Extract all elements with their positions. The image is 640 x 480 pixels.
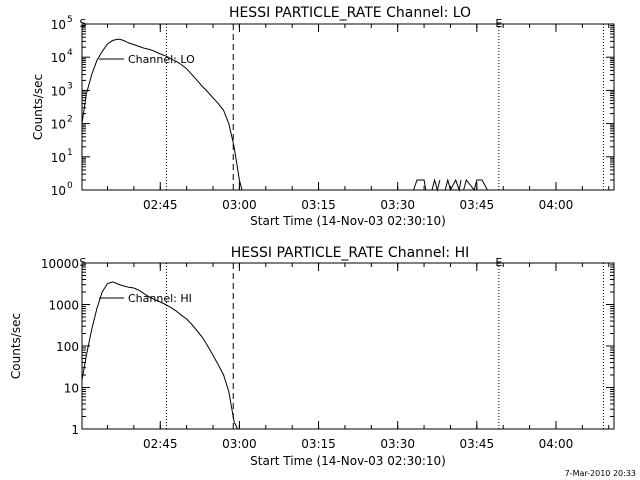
lo-ytick-exponent: 4 [67,48,73,58]
hi-ytick-label: 10 [64,382,79,396]
hi-plot-frame [81,262,615,430]
hi-ytick-label: 100 [56,340,79,354]
hi-xtick-label: 03:15 [301,437,336,451]
lo-legend: Channel: LO [99,53,195,66]
hi-y-axis-label: Counts/sec [9,313,23,379]
lo-ytick-exponent: 0 [67,181,73,191]
lo-x-axis-label: Start Time (14-Nov-03 02:30:10) [250,214,446,228]
hi-ytick-label: 1000 [48,299,79,313]
hi-xtick-label: 03:45 [460,437,495,451]
lo-xtick-label: 03:15 [301,198,336,212]
lo-ytick-exponent: 1 [67,148,73,158]
footer-timestamp: 7-Mar-2010 20:33 [565,469,636,478]
lo-ytick-label: 10 [51,118,66,132]
lo-series-blip [444,178,462,192]
hi-chart-title: HESSI PARTICLE_RATE Channel: HI [231,245,469,261]
lo-series-blip [463,178,488,192]
lo-xtick-label: 04:00 [539,198,574,212]
hi-ytick-label: 10000 [41,257,79,271]
hi-marker-letter: S [79,256,86,269]
lo-chart-panel: HESSI PARTICLE_RATE Channel: LO Counts/s… [31,5,615,228]
lo-marker-letter: S [79,17,86,30]
hi-chart-panel: HESSI PARTICLE_RATE Channel: HI Counts/s… [9,245,615,468]
lo-legend-label: Channel: LO [128,53,195,66]
lo-ytick-label: 10 [51,18,66,32]
hi-ytick-label: 1 [71,423,79,437]
hi-xtick-label: 02:45 [143,437,178,451]
hi-xtick-label: 03:30 [380,437,415,451]
lo-ytick-label: 10 [51,184,66,198]
lo-xtick-label: 02:45 [143,198,178,212]
lo-ytick-exponent: 5 [67,15,73,25]
lo-xtick-label: 03:30 [380,198,415,212]
hi-series-line [81,281,239,430]
hi-xtick-label: 04:00 [539,437,574,451]
lo-ytick-label: 10 [51,151,66,165]
lo-y-axis-label: Counts/sec [31,74,45,140]
lo-ytick-exponent: 3 [67,81,73,91]
hi-x-axis-label: Start Time (14-Nov-03 02:30:10) [250,454,446,468]
lo-ytick-exponent: 2 [67,115,73,125]
lo-series-blip [431,178,441,192]
hi-series [81,281,239,430]
hi-marker-letter: E [495,256,502,269]
lo-ytick-label: 10 [51,51,66,65]
lo-xtick-label: 03:00 [222,198,257,212]
hi-ticks: 02:45 03:00 03:15 03:30 03:45 04:00 1 10 100 1000… [41,257,614,451]
lo-marker-letter: E [495,17,502,30]
lo-plot-frame [81,23,615,191]
hi-xtick-label: 03:00 [222,437,257,451]
lo-series-blip [413,179,430,191]
hi-legend-label: Channel: HI [128,292,192,305]
lo-chart-title: HESSI PARTICLE_RATE Channel: LO [229,5,471,21]
lo-series-line [81,38,243,191]
lo-xtick-label: 03:45 [460,198,495,212]
lo-ytick-label: 10 [51,84,66,98]
lo-series [81,38,488,192]
hi-legend: Channel: HI [99,292,192,305]
